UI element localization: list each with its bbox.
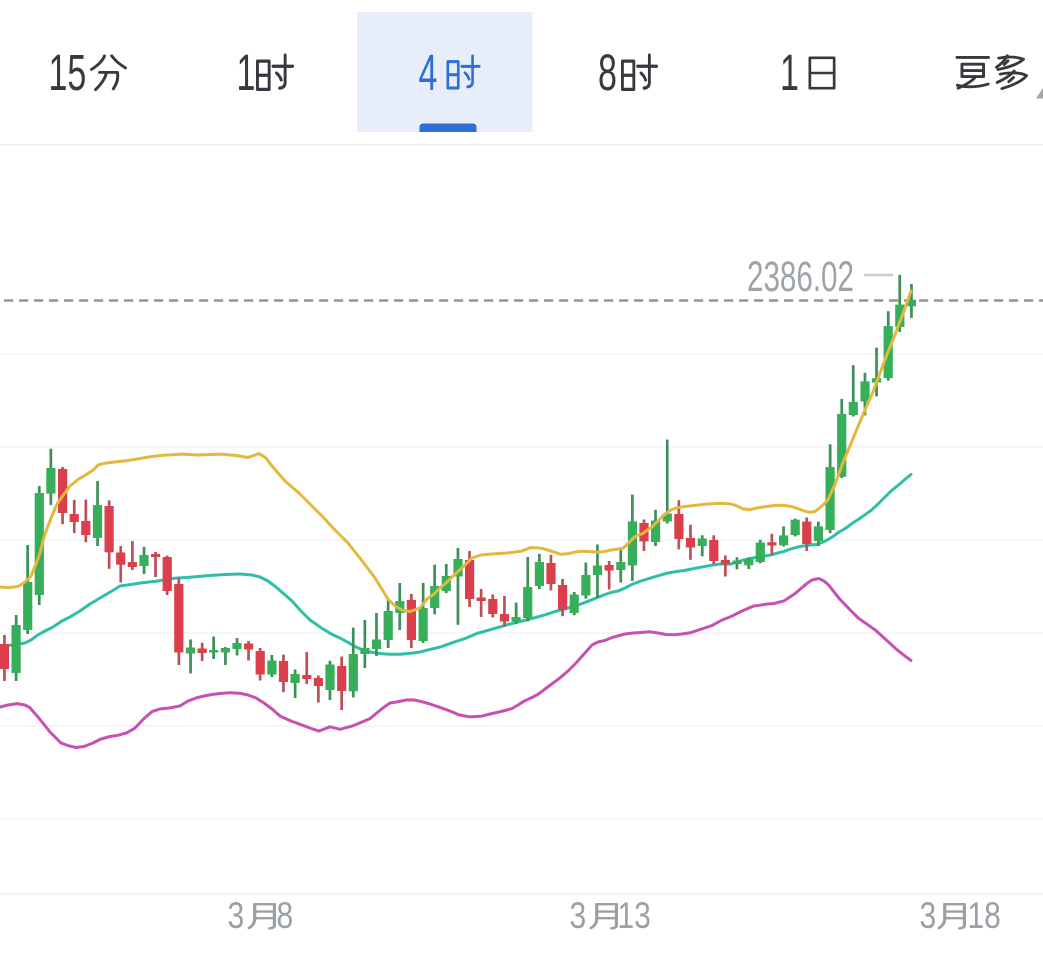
svg-text:15: 15 (49, 45, 87, 101)
svg-text:3: 3 (920, 895, 937, 937)
svg-text:18: 18 (968, 895, 1001, 937)
svg-text:3: 3 (228, 895, 245, 937)
svg-text:13: 13 (618, 895, 651, 937)
svg-text:8: 8 (598, 45, 617, 101)
svg-text:3: 3 (570, 895, 587, 937)
svg-text:1: 1 (780, 45, 799, 101)
svg-text:4: 4 (419, 45, 438, 101)
svg-text:8: 8 (277, 895, 294, 937)
svg-text:1: 1 (237, 45, 256, 101)
svg-text:2386.02: 2386.02 (747, 253, 854, 301)
